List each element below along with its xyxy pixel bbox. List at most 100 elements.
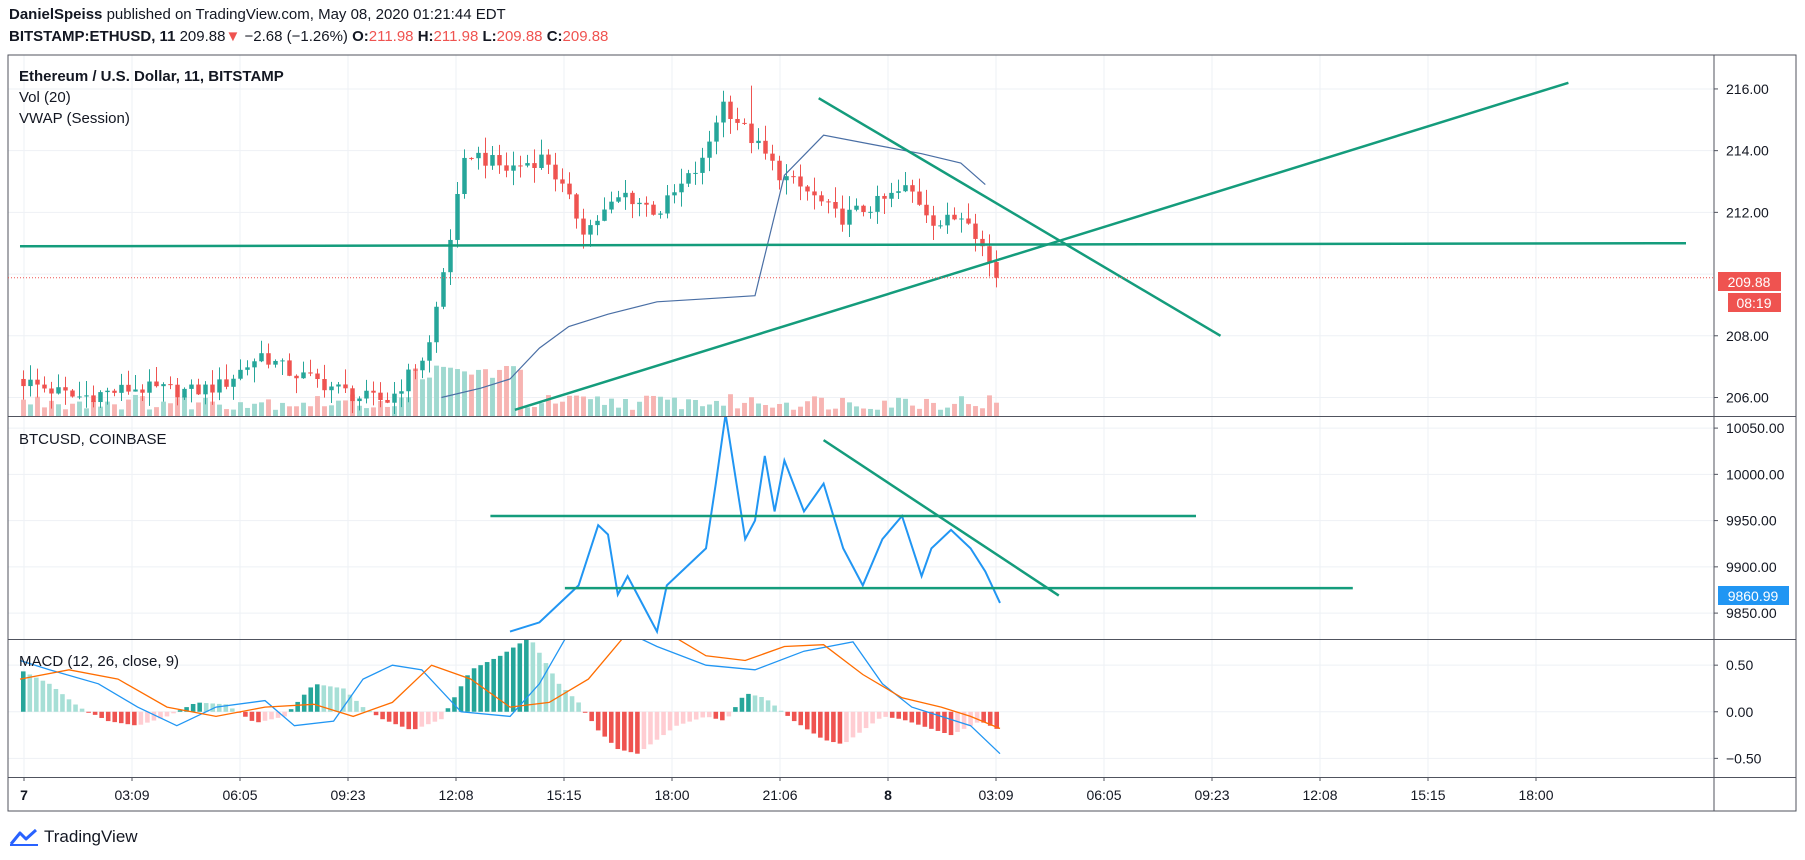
candle-body[interactable] — [112, 390, 117, 393]
candle-body[interactable] — [161, 384, 166, 387]
candle-body[interactable] — [665, 195, 670, 214]
candle-body[interactable] — [623, 192, 628, 198]
price-axis-label[interactable]: −0.50 — [1726, 750, 1762, 766]
candle-body[interactable] — [497, 155, 502, 166]
candle-body[interactable] — [875, 195, 880, 212]
macd-line[interactable] — [19, 623, 1001, 755]
candle-body[interactable] — [595, 220, 600, 226]
candle-body[interactable] — [154, 381, 159, 387]
candle-body[interactable] — [882, 195, 887, 199]
candle-body[interactable] — [287, 360, 292, 376]
candle-body[interactable] — [364, 390, 369, 399]
candle-body[interactable] — [98, 392, 103, 403]
eth-legend-title[interactable]: Ethereum / U.S. Dollar, 11, BITSTAMP — [19, 68, 284, 85]
time-axis-label[interactable]: 09:23 — [1194, 787, 1229, 803]
candle-body[interactable] — [147, 381, 152, 393]
candle-body[interactable] — [714, 122, 719, 142]
time-axis-label[interactable]: 7 — [20, 787, 28, 803]
price-axis-label[interactable]: 9900.00 — [1726, 559, 1777, 575]
candle-body[interactable] — [553, 164, 558, 180]
candle-body[interactable] — [308, 372, 313, 374]
tradingview-logo[interactable]: TradingView — [8, 824, 138, 850]
candle-body[interactable] — [448, 239, 453, 273]
candle-body[interactable] — [49, 388, 54, 394]
price-axis-label[interactable]: 10050.00 — [1726, 420, 1785, 436]
candle-body[interactable] — [413, 369, 418, 371]
time-axis-label[interactable]: 18:00 — [1518, 787, 1553, 803]
candle-body[interactable] — [28, 379, 33, 387]
price-axis-label[interactable]: 216.00 — [1726, 81, 1769, 97]
candle-body[interactable] — [280, 360, 285, 362]
candle-body[interactable] — [245, 367, 250, 370]
candle-body[interactable] — [560, 179, 565, 184]
candle-body[interactable] — [518, 165, 523, 167]
time-axis-label[interactable]: 18:00 — [654, 787, 689, 803]
candle-body[interactable] — [525, 163, 530, 166]
candle-body[interactable] — [532, 163, 537, 168]
candle-body[interactable] — [399, 391, 404, 394]
candle-body[interactable] — [56, 387, 61, 394]
candle-body[interactable] — [539, 154, 544, 168]
candle-body[interactable] — [231, 378, 236, 387]
signal-line[interactable] — [19, 633, 1001, 730]
candle-body[interactable] — [469, 157, 474, 159]
candle-body[interactable] — [301, 372, 306, 379]
candle-body[interactable] — [903, 185, 908, 192]
candle-body[interactable] — [868, 211, 873, 213]
price-axis-label[interactable]: 206.00 — [1726, 389, 1769, 405]
candle-body[interactable] — [616, 197, 621, 202]
candle-body[interactable] — [791, 176, 796, 178]
candle-body[interactable] — [994, 262, 999, 278]
candle-body[interactable] — [119, 384, 124, 393]
candle-body[interactable] — [378, 392, 383, 400]
candle-body[interactable] — [651, 204, 656, 215]
candle-body[interactable] — [987, 246, 992, 263]
candle-body[interactable] — [371, 390, 376, 393]
candle-body[interactable] — [889, 192, 894, 199]
candle-body[interactable] — [294, 375, 299, 379]
btc-legend[interactable]: BTCUSD, COINBASE — [19, 431, 167, 448]
candle-body[interactable] — [217, 379, 222, 393]
candle-body[interactable] — [854, 205, 859, 210]
price-axis-label[interactable]: 0.00 — [1726, 704, 1753, 720]
time-axis-label[interactable]: 03:09 — [978, 787, 1013, 803]
candle-body[interactable] — [427, 342, 432, 361]
candle-body[interactable] — [343, 384, 348, 389]
candle-body[interactable] — [434, 306, 439, 343]
price-axis-label[interactable]: 9850.00 — [1726, 605, 1777, 621]
candle-body[interactable] — [133, 389, 138, 392]
btc-price-line[interactable] — [509, 414, 1001, 635]
candle-body[interactable] — [329, 386, 334, 391]
candle-body[interactable] — [567, 183, 572, 195]
candle-body[interactable] — [259, 353, 264, 362]
time-axis-label[interactable]: 12:08 — [438, 787, 473, 803]
candle-body[interactable] — [931, 215, 936, 226]
candle-body[interactable] — [420, 360, 425, 371]
candle-body[interactable] — [21, 378, 26, 387]
eth-pane[interactable] — [8, 81, 1714, 416]
macd-legend[interactable]: MACD (12, 26, close, 9) — [19, 653, 179, 670]
trendline-falling-resistance[interactable] — [818, 97, 1222, 337]
candle-body[interactable] — [266, 353, 271, 365]
btc-pane[interactable] — [490, 414, 1353, 635]
candle-body[interactable] — [637, 202, 642, 205]
candle-body[interactable] — [770, 153, 775, 161]
trendline-rising-support[interactable] — [514, 81, 1569, 412]
candle-body[interactable] — [385, 399, 390, 403]
trendline-falling-resistance[interactable] — [822, 439, 1060, 597]
candle-body[interactable] — [350, 388, 355, 402]
candle-body[interactable] — [945, 214, 950, 226]
time-axis-label[interactable]: 8 — [884, 787, 892, 803]
candle-body[interactable] — [693, 172, 698, 174]
price-axis-label[interactable]: 10000.00 — [1726, 466, 1785, 482]
candle-body[interactable] — [588, 225, 593, 235]
candle-body[interactable] — [203, 384, 208, 395]
candle-body[interactable] — [357, 398, 362, 402]
candle-body[interactable] — [210, 384, 215, 393]
time-axis-label[interactable]: 03:09 — [114, 787, 149, 803]
candle-body[interactable] — [805, 186, 810, 192]
candle-body[interactable] — [910, 185, 915, 192]
candle-body[interactable] — [224, 379, 229, 387]
candle-body[interactable] — [406, 369, 411, 392]
candle-body[interactable] — [490, 155, 495, 166]
